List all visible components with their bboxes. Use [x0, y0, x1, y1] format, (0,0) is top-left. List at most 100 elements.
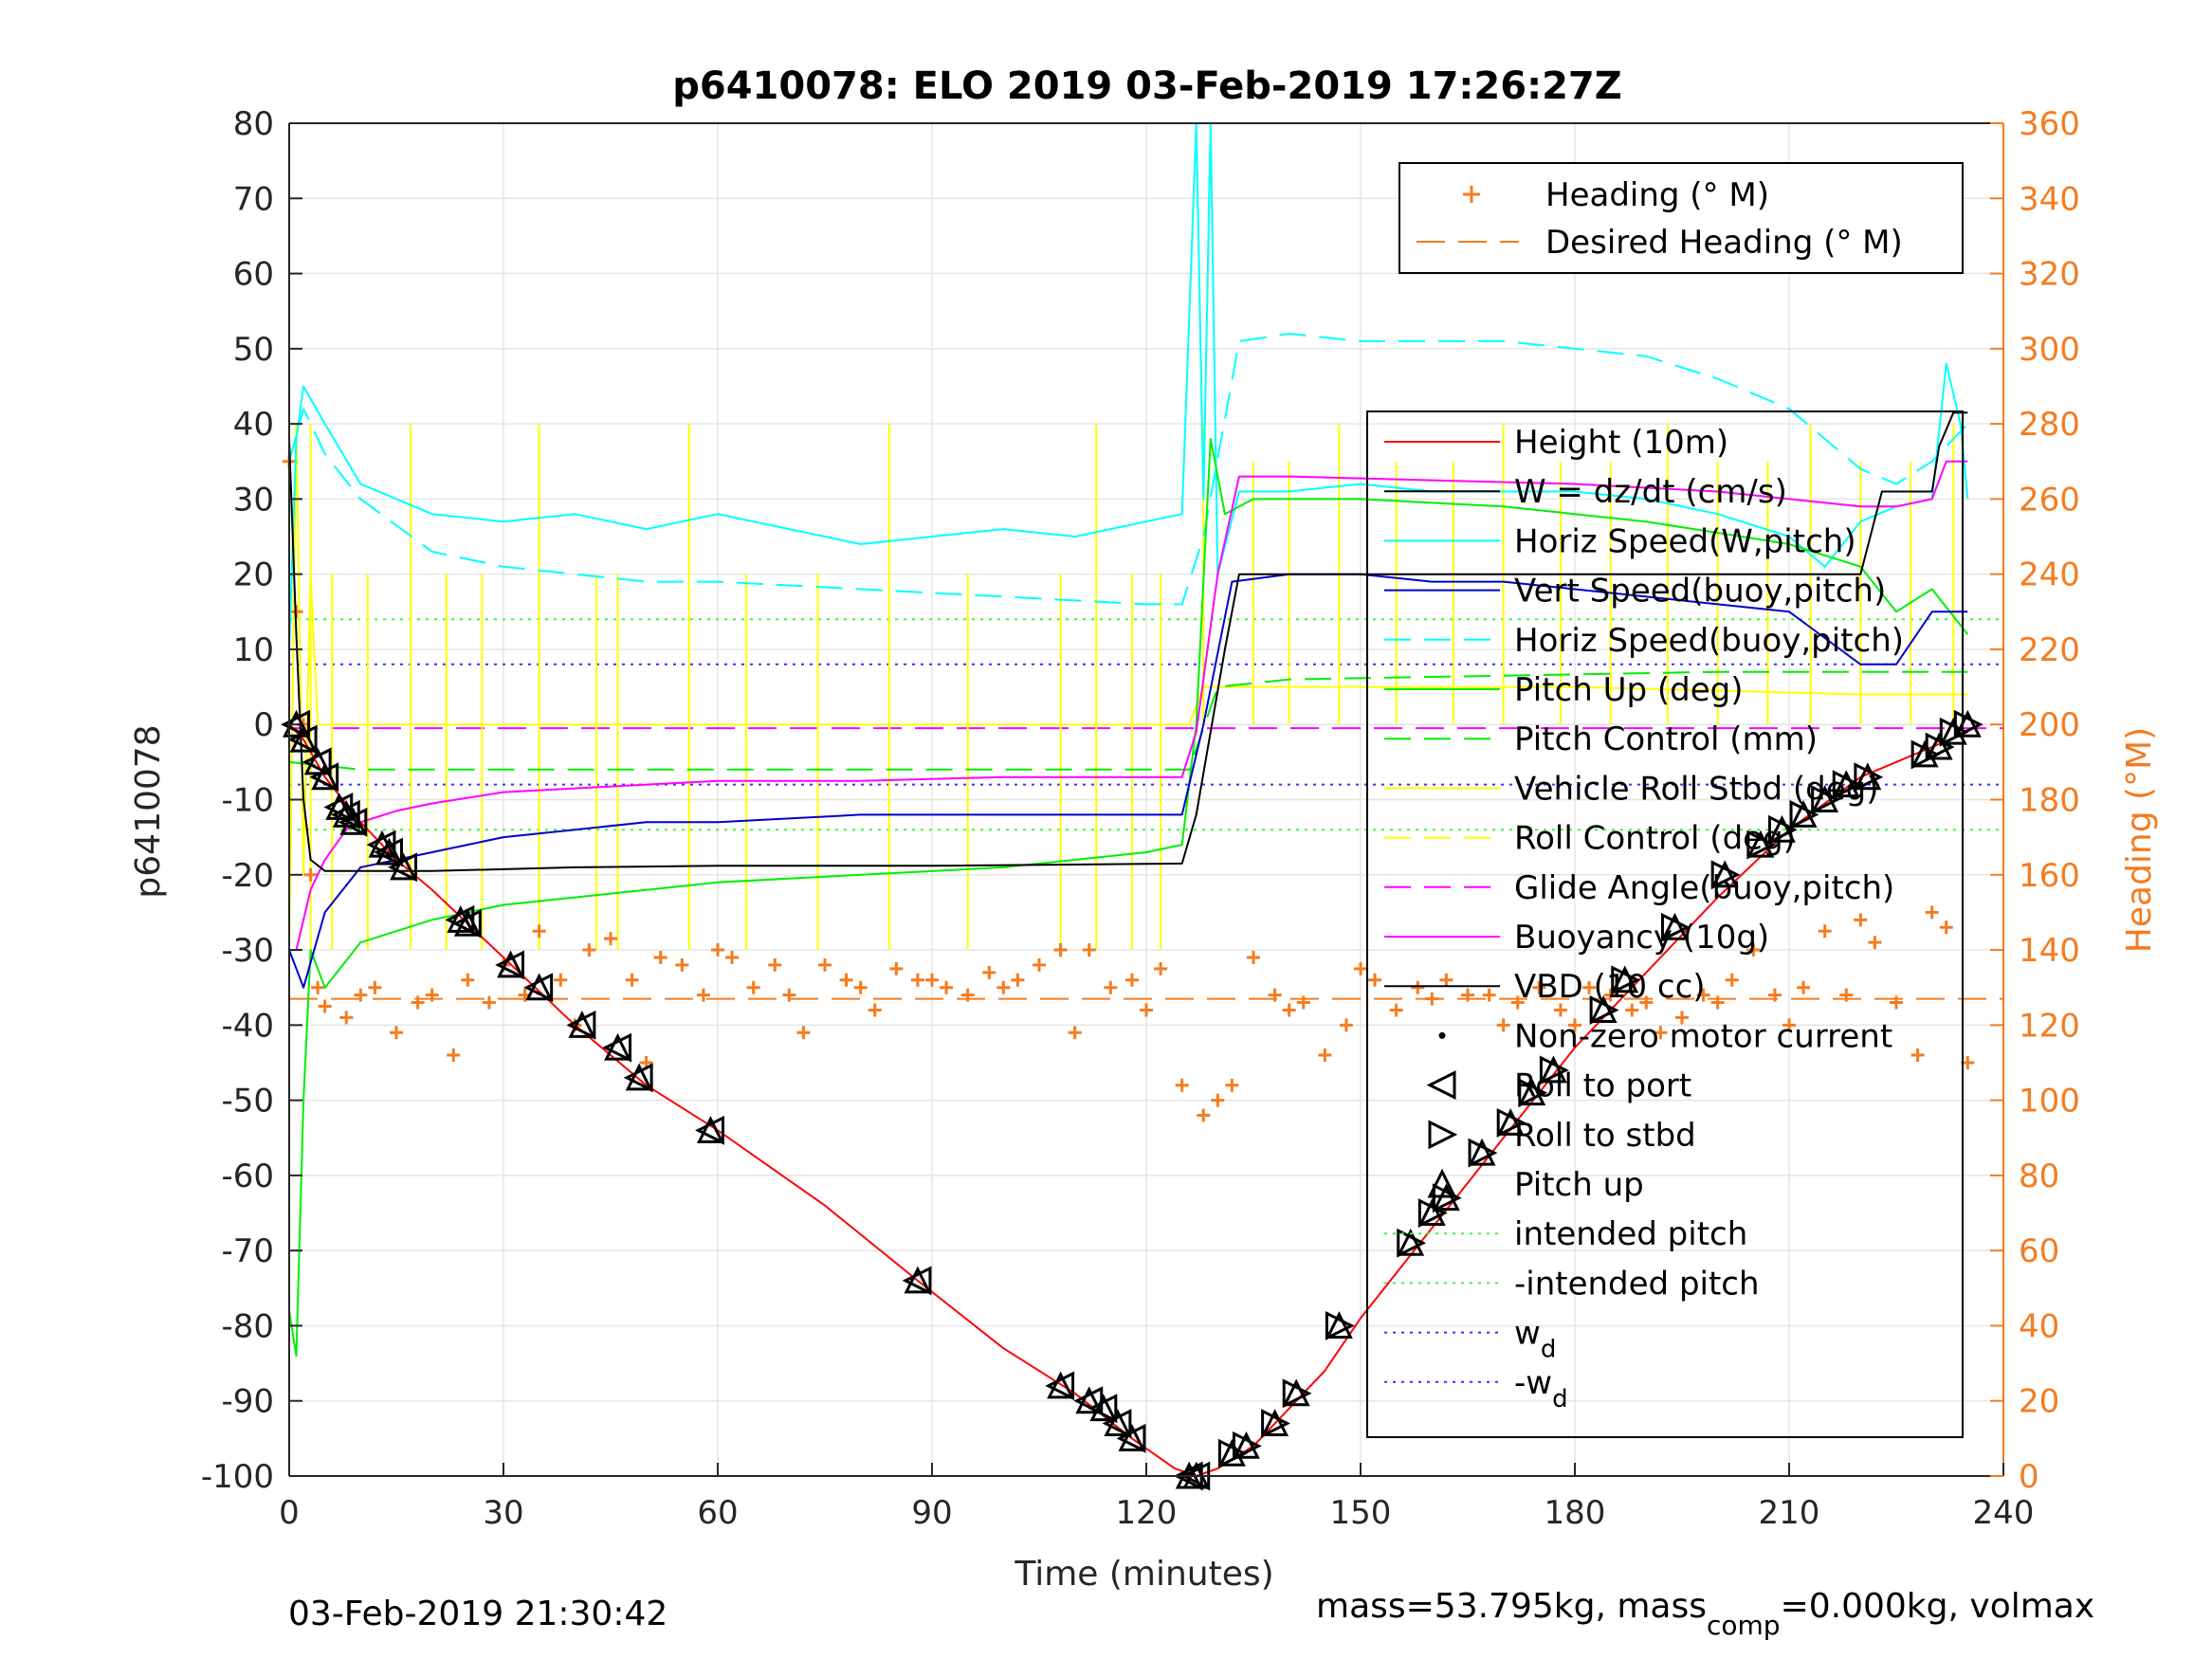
heading-marker [1439, 973, 1453, 987]
pitch-up-marker [625, 1063, 653, 1091]
heading-marker [1354, 961, 1367, 975]
roll-stbd-marker [1910, 739, 1941, 770]
legend-label-text: Roll Control (deg) [1514, 820, 1796, 858]
y-tick-label-right: 240 [2019, 556, 2080, 594]
roll-stbd-marker [1611, 965, 1641, 995]
y-tick-label-right: 320 [2019, 256, 2080, 294]
heading-marker [1568, 1018, 1581, 1032]
pitch-up-marker [1325, 1311, 1353, 1339]
pitch-up-marker [1832, 770, 1860, 798]
roll-stbd-marker [1789, 799, 1819, 830]
heading-marker [1140, 1003, 1153, 1017]
y-tick-label-left: 60 [233, 256, 274, 294]
y-tick-label-right: 120 [2019, 1007, 2080, 1045]
roll-stbd-marker [1325, 1311, 1355, 1340]
legend-label-text: Horiz Speed(buoy,pitch) [1514, 622, 1904, 660]
pitch-up-marker [1811, 785, 1839, 812]
legend-label-sub: d [1541, 1336, 1557, 1364]
roll-port-marker [1116, 1423, 1146, 1453]
legend-heading-label: Desired Heading (° M) [1545, 224, 1903, 262]
roll-stbd-marker [1710, 860, 1741, 890]
mass-annotation: mass=53.795kg, masscomp=0.000kg, volmax [1316, 1587, 2094, 1641]
legend-label-text: VBD (10 cc) [1514, 968, 1706, 1006]
legend-label-text: Buoyancy (10g) [1514, 919, 1769, 957]
heading-marker [482, 995, 496, 1010]
heading-marker [1854, 913, 1868, 927]
heading-marker [1154, 961, 1168, 975]
pitch-up-marker [1789, 800, 1818, 828]
legend-label: -wd [1514, 1364, 1568, 1413]
heading-marker [675, 957, 689, 972]
roll-stbd-marker [1767, 814, 1798, 845]
legend-label-text: W = dz/dt (cm/s) [1514, 473, 1787, 511]
heading-marker [1654, 1026, 1668, 1040]
y-tick-label-left: 30 [233, 481, 274, 519]
legend-label: Vert Speed(buoy,pitch) [1514, 573, 1886, 611]
legend-label: Pitch Up (deg) [1514, 671, 1743, 709]
heading-marker [1925, 905, 1939, 920]
y-tick-label-left: 70 [233, 180, 274, 218]
pitch-up-marker [390, 852, 417, 881]
heading-marker [1746, 943, 1761, 957]
x-tick-label: 90 [911, 1494, 952, 1532]
legend-label: wd [1514, 1315, 1556, 1364]
y-tick-label-right: 220 [2019, 631, 2080, 669]
y-tick-label-right: 340 [2019, 180, 2080, 218]
y-tick-label-left: -10 [221, 782, 274, 820]
roll-stbd-marker [1217, 1438, 1248, 1468]
pitch-up-marker [339, 807, 368, 835]
heading-marker [796, 1026, 811, 1040]
legend-label: Roll to stbd [1514, 1117, 1696, 1155]
legend-label-text: Roll to stbd [1514, 1117, 1696, 1155]
heading-marker [1818, 924, 1832, 939]
y-tick-label-right: 200 [2019, 706, 2080, 744]
pitch-up-marker [1397, 1228, 1425, 1256]
legend-label: Pitch up [1514, 1166, 1644, 1204]
heading-marker [1425, 992, 1439, 1006]
chart-title: p6410078: ELO 2019 03-Feb-2019 17:26:27Z [672, 64, 1622, 108]
roll-port-marker [902, 1266, 932, 1296]
legend-label: Height (10m) [1514, 424, 1728, 462]
heading-marker [303, 867, 318, 882]
roll-stbd-marker [1925, 732, 1955, 762]
legend-label-text: Roll to port [1514, 1067, 1691, 1105]
heading-marker [853, 980, 868, 994]
heading-marker [1104, 980, 1118, 994]
roll-port-marker [1088, 1394, 1118, 1424]
heading-marker [1797, 980, 1811, 994]
roll-port-marker [602, 1032, 632, 1063]
legend-label: W = dz/dt (cm/s) [1514, 473, 1787, 511]
mass-suffix: =0.000kg, volmax [1781, 1587, 2095, 1626]
heading-marker [768, 957, 782, 972]
roll-port-marker [623, 1063, 653, 1093]
heading-marker [1839, 988, 1854, 1002]
pitch-line [288, 438, 1969, 1358]
pitch-up-marker [289, 724, 318, 753]
legend-label: Horiz Speed(buoy,pitch) [1514, 622, 1904, 660]
legend-label-text: -w [1514, 1364, 1552, 1402]
pitch-up-marker [525, 973, 554, 1001]
pitch-up-marker [447, 904, 475, 933]
heading-marker [925, 973, 939, 987]
heading-marker [1082, 943, 1096, 957]
heading-marker [1011, 973, 1025, 987]
legend-label-text: Glide Angle(buoy,pitch) [1514, 869, 1894, 907]
heading-marker [782, 988, 796, 1002]
heading-marker [940, 980, 954, 994]
heading-marker [696, 988, 710, 1002]
legend-label-text: Vert Speed(buoy,pitch) [1514, 573, 1886, 611]
heading-marker [1496, 1018, 1510, 1032]
x-tick-label: 60 [697, 1494, 738, 1532]
y-tick-label-left: -50 [221, 1083, 274, 1121]
heading-marker [1211, 1093, 1225, 1107]
pitch-up-marker [1589, 995, 1618, 1023]
pitch-up-marker [1104, 1409, 1132, 1437]
y-tick-label-right: 80 [2019, 1158, 2059, 1195]
heading-marker [1033, 957, 1046, 972]
pitch-up-marker [375, 837, 403, 866]
pitch-up-marker [1710, 860, 1739, 888]
legend-label: -intended pitch [1514, 1265, 1760, 1303]
heading-marker [532, 924, 546, 939]
legend-label-sub: d [1552, 1385, 1568, 1413]
